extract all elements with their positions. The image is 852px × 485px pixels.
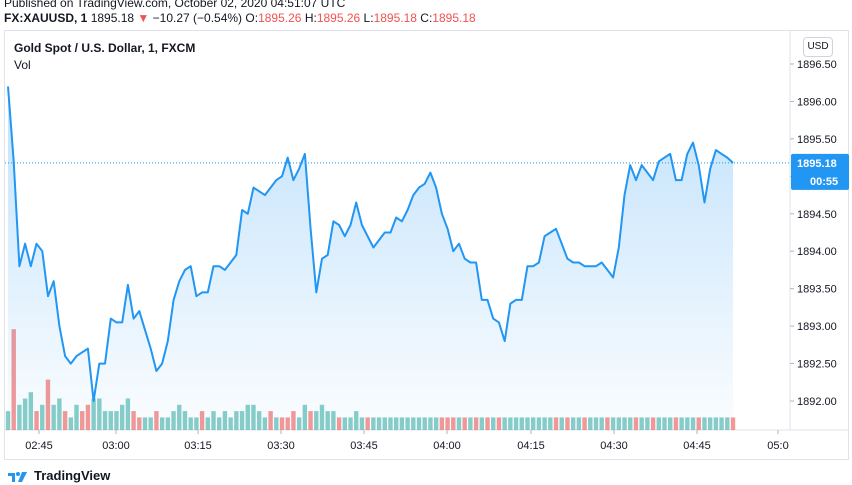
price-tag-countdown: 00:55 xyxy=(810,176,838,188)
close-label: C: xyxy=(420,11,433,25)
high-value: 1895.26 xyxy=(316,11,361,25)
x-tick-label: 03:00 xyxy=(102,440,130,452)
open-label: O: xyxy=(245,11,259,25)
x-tick-label: 03:15 xyxy=(184,440,212,452)
price-line xyxy=(7,86,734,402)
close-value: 1895.18 xyxy=(432,11,476,25)
x-tick-label: 03:45 xyxy=(350,440,378,452)
y-tick-label: 1894.50 xyxy=(797,209,837,221)
chart-title: Gold Spot / U.S. Dollar, 1, FXCM xyxy=(14,41,196,55)
price-area xyxy=(8,86,733,430)
x-tick-label: 03:30 xyxy=(267,440,295,452)
open-value: 1895.26 xyxy=(258,11,302,25)
x-tick-label: 02:45 xyxy=(25,440,53,452)
price-tag-value: 1895.18 xyxy=(797,158,837,170)
x-tick-label: 05:0 xyxy=(767,440,788,452)
last-price: 1895.18 xyxy=(90,11,135,25)
change: −10.27 (−0.54%) xyxy=(152,11,243,25)
y-tick-label: 1894.00 xyxy=(797,246,837,258)
ticker-bar: FX:XAUUSD, 1 1895.18 ▼ −10.27 (−0.54%) O… xyxy=(4,11,476,25)
y-tick-label: 1893.50 xyxy=(797,284,837,296)
low-value: 1895.18 xyxy=(373,11,417,25)
x-tick-label: 04:00 xyxy=(433,440,461,452)
currency-button[interactable]: USD xyxy=(803,37,833,57)
y-tick-label: 1896.50 xyxy=(797,59,837,71)
high-label: H: xyxy=(304,11,317,25)
x-tick-label: 04:15 xyxy=(517,440,545,452)
low-label: L: xyxy=(363,11,374,25)
tradingview-logo-icon xyxy=(8,471,27,482)
published-note: Published on TradingView.com, October 02… xyxy=(4,0,346,10)
y-tick-label: 1892.50 xyxy=(797,359,837,371)
x-tick-label: 04:30 xyxy=(600,440,628,452)
y-tick-label: 1893.00 xyxy=(797,321,837,333)
chart-frame xyxy=(4,30,849,460)
footer-brand-text: TradingView xyxy=(34,468,111,483)
y-tick-label: 1896.00 xyxy=(797,96,837,108)
price-tag xyxy=(791,153,849,190)
down-arrow-icon: ▼ xyxy=(137,11,150,25)
symbol: FX:XAUUSD, 1 xyxy=(4,11,88,25)
y-tick-label: 1892.00 xyxy=(797,396,837,408)
y-tick-label: 1895.50 xyxy=(797,134,837,146)
volume-label: Vol xyxy=(14,58,31,72)
footer-brand: TradingView xyxy=(8,468,110,483)
x-tick-label: 04:45 xyxy=(683,440,711,452)
